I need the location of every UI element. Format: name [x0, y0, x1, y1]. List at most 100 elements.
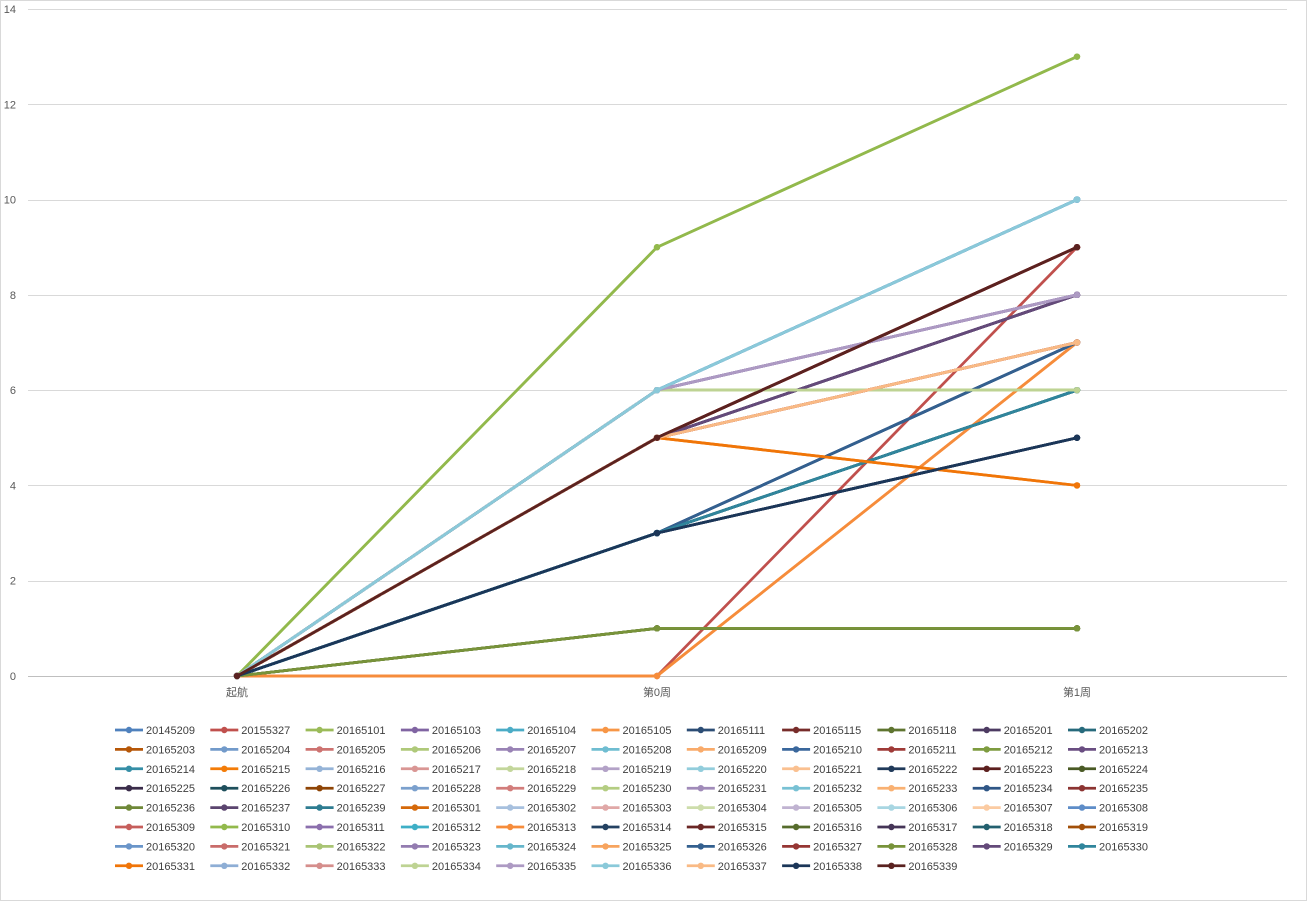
series-line: [235, 626, 1079, 678]
legend-label: 20165315: [718, 822, 767, 834]
series-line: [235, 55, 1079, 678]
legend-swatch-marker: [602, 823, 609, 831]
legend-label: 20165310: [241, 822, 290, 834]
legend-label: 20165338: [813, 861, 862, 873]
legend-label: 20165316: [813, 822, 862, 834]
legend-swatch-marker: [507, 726, 514, 734]
legend-label: 20165306: [908, 803, 957, 815]
legend-swatch-marker: [888, 765, 895, 772]
legend-label: 20165230: [623, 783, 672, 795]
legend-item: 20165202: [1068, 725, 1148, 737]
legend-label: 20165237: [241, 803, 290, 815]
data-point: [1073, 244, 1081, 251]
legend-swatch-marker: [316, 765, 323, 772]
legend-label: 20165305: [813, 803, 862, 815]
legend-label: 20165332: [241, 861, 290, 873]
legend-label: 20165217: [432, 764, 481, 776]
legend-item: 20165222: [877, 764, 957, 776]
legend-item: 20165212: [972, 744, 1053, 756]
series-20165339: [233, 244, 1081, 680]
legend-label: 20165320: [146, 841, 195, 853]
series-20165235: [233, 244, 1081, 680]
legend-swatch-marker: [792, 746, 800, 753]
legend-label: 20165309: [146, 822, 195, 834]
series-line: [235, 245, 1079, 678]
series-line: [235, 436, 1079, 678]
data-point: [653, 386, 661, 394]
legend-label: 20165211: [908, 744, 956, 756]
legend-item: 20165105: [591, 725, 671, 737]
series-20165327: [233, 244, 1081, 680]
legend-swatch-marker: [411, 862, 419, 869]
legend-item: 20165332: [210, 861, 290, 873]
legend-label: 20165222: [908, 764, 957, 776]
legend-label: 20165233: [908, 783, 957, 795]
legend-swatch-marker: [411, 823, 419, 831]
legend-swatch-marker: [411, 804, 419, 811]
legend-item: 20165218: [496, 764, 576, 776]
legend-label: 20165101: [337, 725, 386, 737]
legend-item: 20165338: [782, 861, 862, 873]
legend-item: 20165326: [686, 841, 767, 853]
legend-item: 20165103: [400, 725, 481, 737]
legend-label: 20165226: [241, 783, 290, 795]
legend-label: 20165328: [908, 841, 957, 853]
legend-label: 20165329: [1004, 841, 1053, 853]
y-tick-label: 4: [10, 480, 16, 492]
legend-label: 20165118: [908, 725, 956, 737]
legend-item: 20165210: [782, 744, 862, 756]
data-point: [653, 244, 661, 251]
legend-label: 20165220: [718, 764, 767, 776]
legend-label: 20165231: [718, 783, 767, 795]
legend-label: 20165204: [241, 744, 290, 756]
legend-label: 20165104: [527, 725, 576, 737]
series-line: [235, 245, 1079, 678]
series-line: [235, 245, 1079, 678]
legend-item: 20165101: [305, 725, 386, 737]
legend-swatch-marker: [697, 746, 704, 753]
legend-swatch-marker: [1078, 843, 1086, 850]
legend-item: 20165203: [115, 744, 195, 756]
legend-swatch-marker: [221, 765, 228, 772]
legend-label: 20165325: [623, 841, 672, 853]
y-tick-label: 0: [10, 671, 16, 683]
legend-item: 20165327: [782, 841, 862, 853]
gridlines: [28, 9, 1287, 677]
legend-label: 20165212: [1004, 744, 1053, 756]
legend-swatch-marker: [602, 843, 609, 850]
legend-label: 20165314: [623, 822, 672, 834]
legend-swatch-marker: [316, 843, 323, 850]
legend-item: 20165333: [305, 861, 386, 873]
series-line: [235, 626, 1079, 678]
legend-label: 20165322: [337, 841, 386, 853]
legend-swatch-marker: [888, 804, 895, 811]
legend-swatch-marker: [507, 765, 514, 772]
legend-item: 20165313: [496, 822, 576, 834]
legend-label: 20165208: [623, 744, 672, 756]
legend-swatch-marker: [125, 804, 133, 811]
x-tick-label: 起航: [226, 685, 248, 699]
series-lines: [233, 53, 1081, 680]
series-20165315: [233, 244, 1081, 680]
legend-swatch-marker: [697, 843, 704, 850]
legend-swatch-marker: [983, 823, 990, 831]
series-line: [235, 436, 1079, 678]
legend-swatch-marker: [221, 804, 228, 811]
legend-label: 20165228: [432, 783, 481, 795]
legend-item: 20165208: [591, 744, 672, 756]
legend-label: 20165235: [1099, 783, 1148, 795]
series-line: [235, 245, 1079, 678]
legend-item: 20165237: [210, 803, 290, 815]
series-line: [235, 436, 1079, 678]
y-tick-label: 14: [4, 4, 16, 16]
legend-swatch-marker: [983, 804, 990, 811]
legend-item: 20165324: [496, 841, 576, 853]
legend: 20145209 20155327 20165101 20165103 20165104…: [115, 725, 1148, 873]
legend-item: 20165304: [686, 803, 767, 815]
legend-item: 20165233: [877, 783, 957, 795]
legend-item: 20165306: [877, 803, 957, 815]
legend-label: 20165205: [337, 744, 386, 756]
legend-item: 20165308: [1068, 803, 1148, 815]
